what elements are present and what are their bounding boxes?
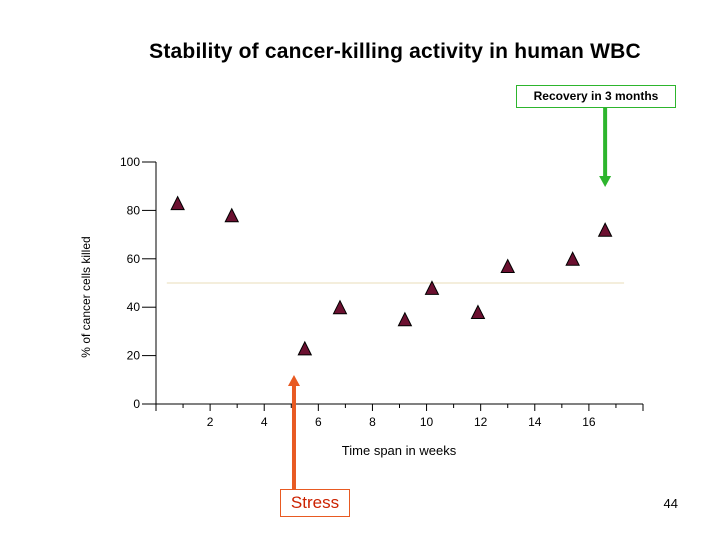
x-tick-label-8: 8: [369, 415, 376, 429]
page-number: 44: [663, 496, 678, 511]
x-tick-label-12: 12: [474, 415, 488, 429]
data-point-8: [500, 258, 516, 274]
x-axis-label: Time span in weeks: [342, 443, 457, 458]
chart-ticks: 0 20 40 60 80 100 2 4 6 8 10 12 14 16: [120, 155, 644, 429]
stress-callout: Stress: [280, 489, 350, 517]
data-point-9: [565, 251, 580, 266]
stress-callout-label: Stress: [290, 493, 340, 512]
y-tick-label-40: 40: [127, 300, 141, 314]
data-point-4: [332, 299, 348, 315]
data-points: [170, 195, 613, 356]
y-tick-label-80: 80: [127, 203, 141, 217]
y-axis-label: % of cancer cells killed: [79, 236, 93, 357]
recovery-arrow-head: [599, 176, 612, 187]
callout-arrows: [287, 108, 612, 489]
stress-arrow-head: [287, 375, 300, 386]
x-tick-label-14: 14: [528, 415, 542, 429]
data-point-5: [397, 311, 413, 327]
data-point-1: [170, 195, 185, 211]
x-tick-label-6: 6: [315, 415, 322, 429]
y-tick-label-0: 0: [133, 397, 140, 411]
y-tick-label-60: 60: [127, 252, 141, 266]
x-tick-label-10: 10: [420, 415, 434, 429]
data-point-2: [224, 207, 240, 223]
y-tick-label-100: 100: [120, 155, 140, 169]
recovery-callout: Recovery in 3 months: [516, 85, 676, 108]
x-tick-label-4: 4: [261, 415, 268, 429]
data-point-6: [424, 280, 440, 295]
data-point-7: [470, 304, 486, 320]
x-tick-label-16: 16: [582, 415, 596, 429]
slide-title: Stability of cancer-killing activity in …: [149, 40, 641, 63]
data-point-10: [597, 222, 613, 237]
data-point-3: [297, 340, 313, 356]
recovery-callout-label: Recovery in 3 months: [533, 89, 659, 103]
y-tick-label-20: 20: [127, 349, 141, 363]
x-tick-label-2: 2: [207, 415, 214, 429]
